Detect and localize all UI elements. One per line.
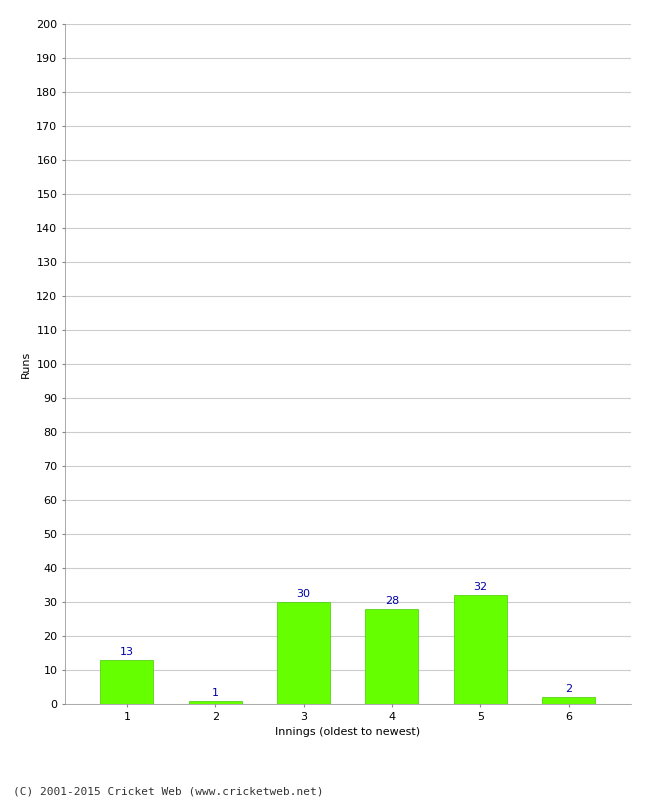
Bar: [188, 701, 242, 704]
Bar: [454, 595, 507, 704]
Bar: [365, 609, 419, 704]
Text: 13: 13: [120, 647, 134, 657]
Text: 28: 28: [385, 596, 399, 606]
Text: 32: 32: [473, 582, 488, 593]
Text: 2: 2: [565, 685, 572, 694]
Y-axis label: Runs: Runs: [21, 350, 31, 378]
Text: 1: 1: [212, 688, 218, 698]
Text: 30: 30: [296, 590, 311, 599]
Bar: [542, 697, 595, 704]
X-axis label: Innings (oldest to newest): Innings (oldest to newest): [275, 727, 421, 737]
Text: (C) 2001-2015 Cricket Web (www.cricketweb.net): (C) 2001-2015 Cricket Web (www.cricketwe…: [13, 786, 324, 796]
Bar: [100, 660, 153, 704]
Bar: [277, 602, 330, 704]
